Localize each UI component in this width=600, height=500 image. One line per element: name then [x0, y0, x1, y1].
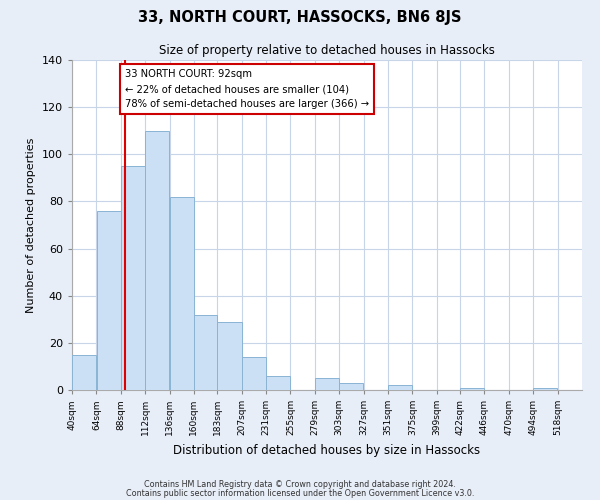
Bar [315, 378, 339, 390]
Bar [266, 376, 290, 390]
Text: Contains HM Land Registry data © Crown copyright and database right 2024.: Contains HM Land Registry data © Crown c… [144, 480, 456, 489]
Bar [170, 196, 194, 390]
Bar [145, 130, 169, 390]
Bar [242, 357, 266, 390]
Y-axis label: Number of detached properties: Number of detached properties [26, 138, 36, 312]
Bar [533, 388, 557, 390]
Bar [388, 386, 412, 390]
Bar [72, 354, 96, 390]
X-axis label: Distribution of detached houses by size in Hassocks: Distribution of detached houses by size … [173, 444, 481, 456]
Bar [217, 322, 242, 390]
Bar [194, 314, 217, 390]
Bar [97, 211, 121, 390]
Text: 33 NORTH COURT: 92sqm
← 22% of detached houses are smaller (104)
78% of semi-det: 33 NORTH COURT: 92sqm ← 22% of detached … [125, 70, 369, 109]
Bar [121, 166, 145, 390]
Bar [340, 383, 364, 390]
Title: Size of property relative to detached houses in Hassocks: Size of property relative to detached ho… [159, 44, 495, 58]
Text: Contains public sector information licensed under the Open Government Licence v3: Contains public sector information licen… [126, 488, 474, 498]
Text: 33, NORTH COURT, HASSOCKS, BN6 8JS: 33, NORTH COURT, HASSOCKS, BN6 8JS [138, 10, 462, 25]
Bar [460, 388, 484, 390]
